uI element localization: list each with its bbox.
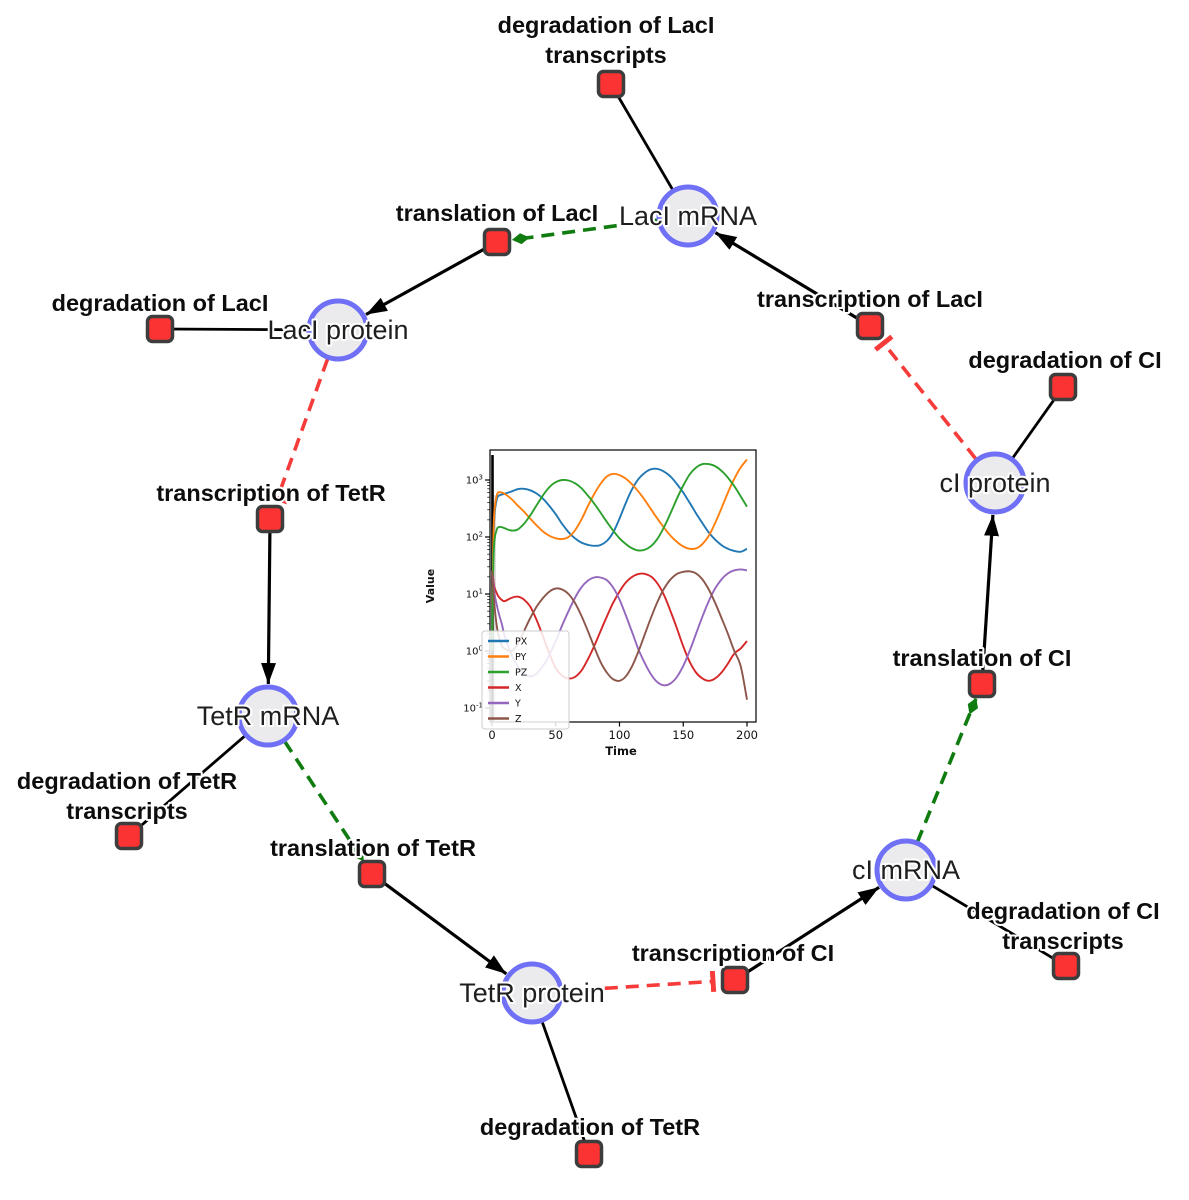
x-axis-title: Time bbox=[605, 744, 637, 758]
reaction-label-translation-ci: translation of CI bbox=[893, 645, 1072, 671]
series-PY bbox=[491, 458, 748, 652]
species-node-ci-protein[interactable] bbox=[963, 451, 1027, 515]
reaction-label-transcription-laci: transcription of LacI bbox=[757, 286, 983, 312]
edge-reactant-laci-mrna-deg-laci-transcripts bbox=[611, 86, 676, 194]
series-PX bbox=[491, 467, 748, 634]
species-node-laci-mrna[interactable] bbox=[656, 184, 720, 248]
reaction-node-deg-ci-transcripts[interactable] bbox=[1051, 951, 1081, 981]
edge-reactant-ci-mrna-deg-ci-transcripts bbox=[928, 882, 1064, 966]
series-X bbox=[491, 571, 748, 682]
species-label-laci-mrna: LacI mRNA bbox=[619, 201, 757, 231]
species-label-ci-protein: cI protein bbox=[939, 468, 1050, 498]
edge-inhibition-ci-protein-transcription-laci bbox=[873, 334, 978, 460]
edge-reactant-laci-protein-deg-laci bbox=[163, 327, 312, 332]
reaction-label-translation-tetr: translation of TetR bbox=[270, 835, 476, 861]
reaction-label-deg-ci: degradation of CI bbox=[968, 347, 1161, 373]
edge-product-translation-ci-ci-protein bbox=[981, 514, 1000, 672]
x-tick-label: 150 bbox=[672, 728, 694, 742]
legend-label-PX: PX bbox=[515, 637, 528, 648]
edge-inhibition-tetr-protein-transcription-ci bbox=[562, 970, 717, 993]
species-label-laci-protein: LacI protein bbox=[267, 315, 408, 345]
edge-reactant-tetr-mrna-deg-tetr-transcripts bbox=[131, 732, 249, 835]
species-node-tetr-protein[interactable] bbox=[500, 961, 564, 1025]
reaction-node-deg-ci[interactable] bbox=[1048, 372, 1078, 402]
x-tick-label: 100 bbox=[609, 728, 631, 742]
x-tick-label: 0 bbox=[488, 728, 495, 742]
edge-product-transcription-tetr-tetr-mrna bbox=[261, 531, 277, 685]
x-tick-label: 50 bbox=[548, 728, 563, 742]
y-tick-label: 101 bbox=[466, 588, 483, 601]
edge-product-translation-tetr-tetr-protein bbox=[381, 880, 508, 976]
reaction-label-deg-laci: degradation of LacI bbox=[52, 290, 269, 316]
edge-inhibition-laci-protein-transcription-tetr bbox=[266, 358, 330, 505]
legend-label-Y: Y bbox=[514, 699, 521, 710]
reaction-node-translation-laci[interactable] bbox=[482, 227, 512, 257]
reaction-node-translation-tetr[interactable] bbox=[357, 859, 387, 889]
edge-product-transcription-laci-laci-mrna bbox=[714, 231, 860, 321]
reaction-label-transcription-tetr: transcription of TetR bbox=[156, 480, 385, 506]
nodes-layer bbox=[114, 69, 1081, 1169]
reaction-node-transcription-laci[interactable] bbox=[855, 311, 885, 341]
legend-label-Z: Z bbox=[515, 714, 522, 725]
labels-layer: degradation of LacI transcripts translatio… bbox=[15, 10, 1164, 1142]
reaction-label-deg-laci-transcripts: degradation of LacI transcripts bbox=[498, 12, 715, 68]
legend-label-PZ: PZ bbox=[515, 668, 528, 679]
species-node-ci-mrna[interactable] bbox=[874, 838, 938, 902]
y-tick-label: 102 bbox=[466, 531, 483, 544]
species-label-ci-mrna: cI mRNA bbox=[852, 855, 960, 885]
reaction-label-deg-ci-transcripts: degradation of CI transcripts bbox=[966, 898, 1159, 954]
reaction-label-transcription-ci: transcription of CI bbox=[632, 940, 834, 966]
timeseries-inset-chart: 10-1 100 101 102 103 0 50 100 150 200 Time Value PX P… bbox=[420, 435, 770, 770]
series-PZ bbox=[491, 462, 748, 652]
edge-modifier-tetr-mrna-translation-tetr bbox=[282, 740, 365, 862]
edge-reactant-ci-protein-deg-ci bbox=[1009, 389, 1062, 462]
species-label-tetr-protein: TetR protein bbox=[459, 978, 605, 1008]
y-tick-label: 103 bbox=[466, 474, 483, 487]
edge-product-translation-laci-laci-protein bbox=[365, 246, 487, 316]
reaction-node-deg-laci-transcripts[interactable] bbox=[596, 69, 626, 99]
reaction-label-translation-laci: translation of LacI bbox=[396, 200, 598, 226]
y-tick-label: 100 bbox=[466, 645, 483, 658]
species-label-tetr-mrna: TetR mRNA bbox=[197, 701, 340, 731]
edge-reactant-tetr-protein-deg-tetr bbox=[539, 1018, 590, 1151]
reaction-node-deg-tetr-transcripts[interactable] bbox=[114, 821, 144, 851]
species-node-laci-protein[interactable] bbox=[306, 298, 370, 362]
x-tick-label: 200 bbox=[736, 728, 758, 742]
reaction-node-transcription-ci[interactable] bbox=[720, 965, 750, 995]
chart-legend: PX PY PZ XYZ bbox=[481, 630, 570, 730]
y-axis-title: Value bbox=[424, 569, 437, 603]
axis-ticks: 10-1 100 101 102 103 0 50 100 150 200 bbox=[463, 474, 758, 743]
y-tick-label: 10-1 bbox=[463, 702, 483, 715]
reaction-label-deg-tetr-transcripts: degradation of TetR transcripts bbox=[17, 768, 237, 824]
reaction-node-translation-ci[interactable] bbox=[967, 669, 997, 699]
edge-modifier-laci-mrna-translation-laci bbox=[511, 218, 659, 245]
edge-product-transcription-ci-ci-mrna bbox=[745, 885, 880, 975]
reaction-node-deg-tetr[interactable] bbox=[574, 1139, 604, 1169]
edges-layer bbox=[131, 86, 1064, 1151]
reaction-label-deg-tetr: degradation of TetR bbox=[480, 1114, 700, 1140]
reaction-node-transcription-tetr[interactable] bbox=[255, 504, 285, 534]
reaction-node-deg-laci[interactable] bbox=[145, 314, 175, 344]
species-node-tetr-mrna[interactable] bbox=[236, 684, 300, 748]
legend-label-PY: PY bbox=[515, 652, 527, 663]
legend-label-X: X bbox=[515, 683, 522, 694]
edge-modifier-ci-mrna-translation-ci bbox=[915, 697, 978, 843]
axes-frame bbox=[489, 449, 757, 723]
